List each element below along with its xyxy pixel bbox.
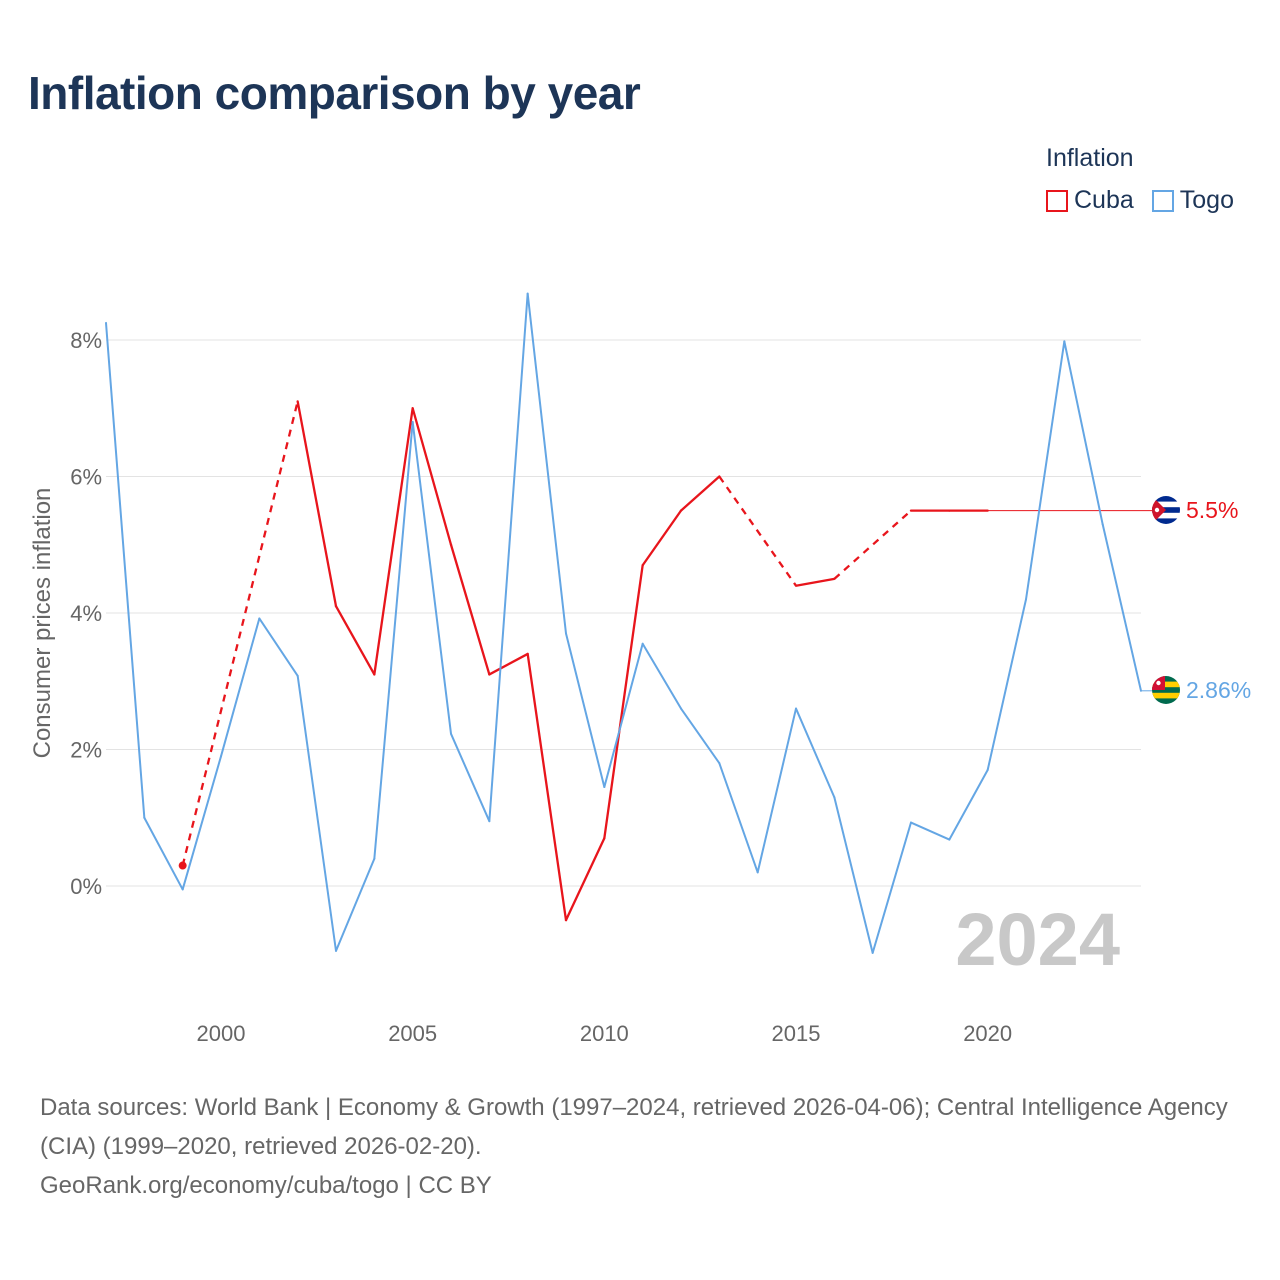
line-segment-cuba <box>564 837 606 922</box>
end-label-cuba: 5.5% <box>1186 497 1238 523</box>
line-segment-cuba <box>603 564 644 840</box>
chart-title: Inflation comparison by year <box>28 67 641 119</box>
year-watermark: 2024 <box>955 898 1120 981</box>
line-segment-togo <box>373 420 414 860</box>
line-segment-togo <box>411 420 452 735</box>
legend-swatch-togo <box>1151 189 1174 212</box>
line-segment-togo <box>450 732 491 823</box>
line-segment-togo <box>603 642 644 789</box>
legend-title: Inflation <box>1046 144 1134 172</box>
legend: Cuba Togo <box>1046 186 1234 215</box>
line-segment-cuba <box>334 605 376 676</box>
line-segment-cuba <box>296 400 338 608</box>
series <box>105 292 1152 954</box>
legend-item-togo[interactable]: Togo <box>1151 186 1234 215</box>
gridlines <box>106 339 1141 887</box>
cuba-flag-icon <box>1152 496 1180 524</box>
line-segment-togo <box>833 796 874 954</box>
legend-label-cuba: Cuba <box>1074 186 1134 214</box>
series-cuba <box>178 400 1152 922</box>
y-axis-label: Consumer prices inflation <box>29 488 56 759</box>
line-segment-cuba <box>794 577 836 587</box>
legend-label-togo: Togo <box>1179 186 1234 214</box>
line-segment-togo <box>565 632 606 789</box>
line-segment-togo <box>641 642 682 710</box>
x-tick-label: 2015 <box>772 1021 821 1046</box>
y-tick-label: 4% <box>70 601 102 626</box>
line-segment-cuba <box>679 475 721 512</box>
line-segment-togo <box>795 707 836 799</box>
y-tick-label: 2% <box>70 738 102 763</box>
y-tick-label: 6% <box>70 465 102 490</box>
legend-swatch-cuba <box>1046 189 1068 212</box>
legend-item-cuba[interactable]: Cuba <box>1046 186 1134 215</box>
line-segment-togo <box>220 617 261 758</box>
line-segment-cuba <box>373 407 414 676</box>
line-segment-togo <box>680 707 721 765</box>
togo-flag-icon <box>1152 676 1180 704</box>
start-point-cuba <box>178 861 187 870</box>
line-segment-cuba <box>833 509 912 580</box>
line-segment-togo <box>181 755 222 891</box>
line-segment-togo <box>756 707 797 874</box>
line-segment-togo <box>488 292 529 823</box>
line-chart: 2024 0% 2% 4% 6% 8% 2000 2005 2010 2015 2020 Cons… <box>29 292 1251 1046</box>
line-segment-togo <box>1063 340 1104 526</box>
y-tick-label: 8% <box>70 328 102 353</box>
x-tick-label: 2010 <box>580 1021 629 1046</box>
x-tick-label: 2000 <box>197 1021 246 1046</box>
line-segment-cuba <box>641 509 683 567</box>
line-segment-togo <box>296 674 337 952</box>
line-segment-cuba <box>526 652 568 922</box>
line-segment-togo <box>105 321 146 819</box>
line-segment-cuba <box>411 407 453 546</box>
line-segment-cuba <box>181 401 299 866</box>
series-togo <box>105 292 1152 954</box>
end-label-togo: 2.86% <box>1186 677 1251 703</box>
line-segment-togo <box>335 857 376 952</box>
line-segment-togo <box>986 598 1027 771</box>
line-segment-cuba <box>488 652 529 676</box>
line-segment-togo <box>871 821 912 954</box>
line-segment-togo <box>948 768 989 841</box>
footer-sources: Data sources: World Bank | Economy & Gro… <box>40 1094 1228 1160</box>
line-segment-togo <box>1025 340 1066 601</box>
line-segment-togo <box>526 292 567 635</box>
footer: Data sources: World Bank | Economy & Gro… <box>40 1088 1250 1205</box>
y-tick-label: 0% <box>70 874 102 899</box>
line-segment-togo <box>258 617 299 677</box>
line-segment-togo <box>1101 523 1142 692</box>
line-segment-cuba <box>718 475 797 587</box>
footer-attribution[interactable]: GeoRank.org/economy/cuba/togo | CC BY <box>40 1172 492 1199</box>
axes: 0% 2% 4% 6% 8% 2000 2005 2010 2015 2020 <box>70 328 1012 1046</box>
x-tick-label: 2020 <box>963 1021 1012 1046</box>
x-tick-label: 2005 <box>388 1021 437 1046</box>
line-segment-togo <box>143 816 184 891</box>
line-segment-togo <box>718 762 759 874</box>
line-segment-togo <box>910 821 951 841</box>
line-segment-cuba <box>449 543 491 676</box>
